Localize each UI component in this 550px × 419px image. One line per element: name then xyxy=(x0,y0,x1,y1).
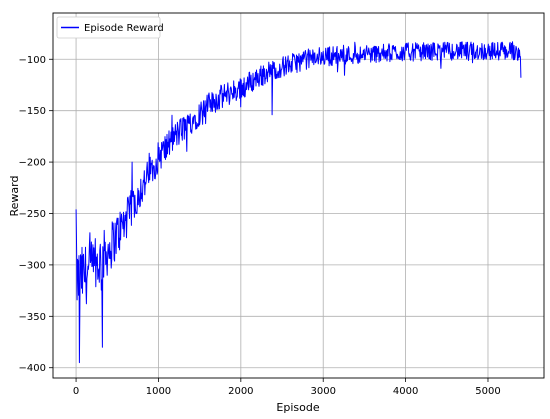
y-tick-label: −400 xyxy=(19,363,46,374)
y-axis-label: Reward xyxy=(8,176,21,217)
series-group xyxy=(75,41,522,364)
y-tick-label: −150 xyxy=(19,106,46,117)
legend-label-episode-reward: Episode Reward xyxy=(84,23,164,34)
series-line-episode-reward xyxy=(75,41,522,364)
x-tick-label: 0 xyxy=(73,386,79,397)
y-tick-label: −200 xyxy=(19,158,46,169)
y-axis-ticks: −100 −150 −200 −250 −300 −350 −400 xyxy=(19,55,53,374)
y-tick-label: −100 xyxy=(19,55,46,66)
y-tick-label: −300 xyxy=(19,260,46,271)
y-tick-label: −350 xyxy=(19,312,46,323)
y-tick-label: −250 xyxy=(19,209,46,220)
x-axis-label: Episode xyxy=(276,401,319,414)
legend-box xyxy=(56,16,161,39)
x-tick-label: 2000 xyxy=(228,386,253,397)
x-tick-label: 4000 xyxy=(393,386,418,397)
plot-background xyxy=(53,13,544,378)
x-axis-ticks: 0 1000 2000 3000 4000 5000 xyxy=(73,378,501,397)
legend: Episode Reward xyxy=(56,16,164,39)
grid-lines xyxy=(53,13,544,378)
x-tick-label: 1000 xyxy=(146,386,171,397)
x-tick-label: 5000 xyxy=(475,386,500,397)
plot-frame xyxy=(52,12,545,379)
x-tick-label: 3000 xyxy=(310,386,335,397)
